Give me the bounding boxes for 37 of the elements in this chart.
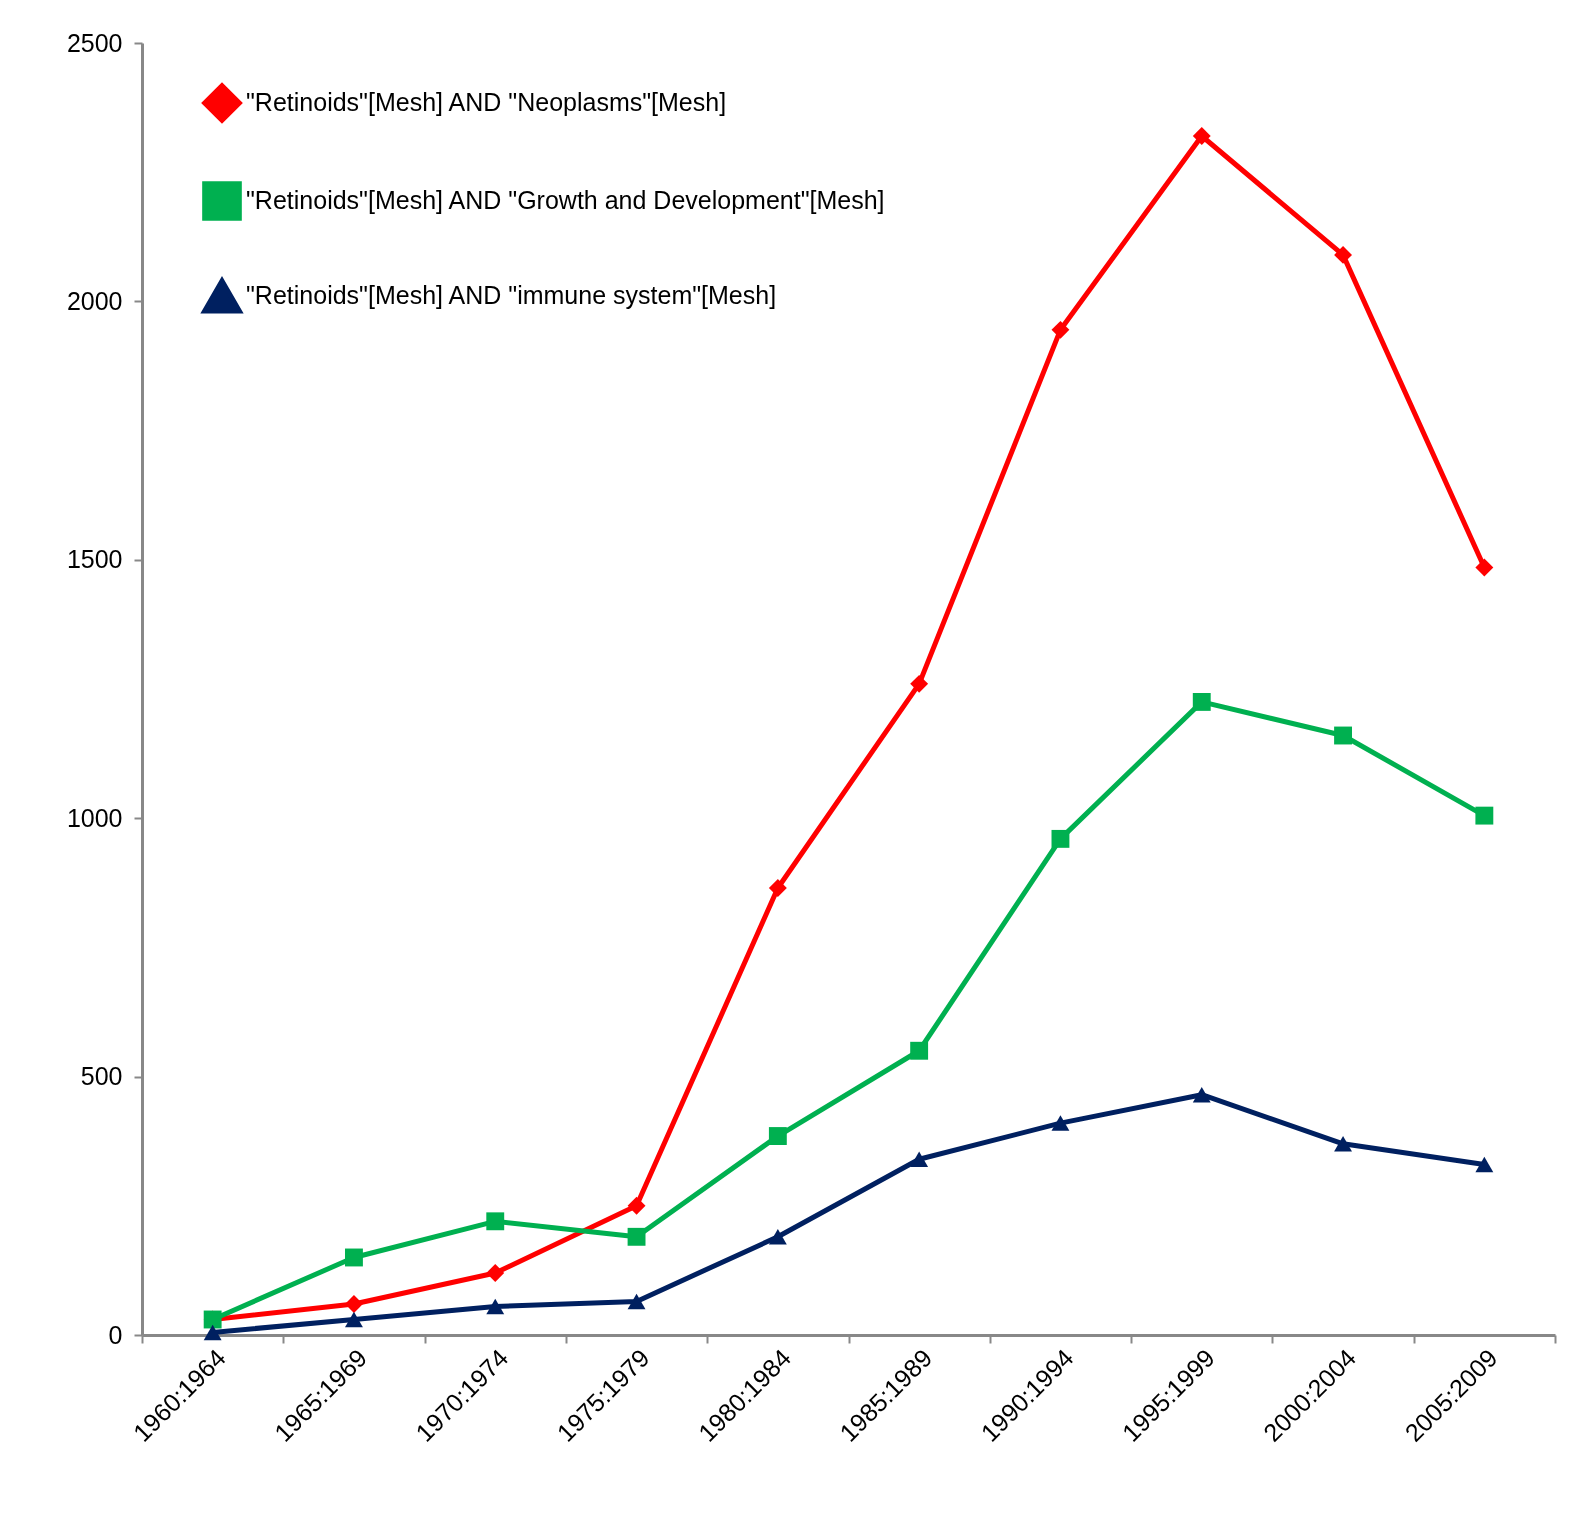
- point: [1334, 726, 1352, 745]
- y-tick-label: 2000: [66, 286, 123, 315]
- point: [1192, 127, 1211, 145]
- point: [1475, 558, 1494, 577]
- point: [910, 674, 929, 693]
- point: [768, 879, 787, 897]
- point: [768, 1229, 787, 1245]
- point: [768, 1127, 787, 1145]
- y-tick-label: 500: [80, 1062, 123, 1091]
- point: [1475, 806, 1494, 825]
- point: [1051, 320, 1070, 339]
- point: [1051, 829, 1070, 848]
- point: [910, 1041, 929, 1060]
- y-tick-label: 2500: [66, 28, 123, 57]
- point: [345, 1295, 363, 1313]
- point: [486, 1298, 505, 1315]
- legend-label: "Retinoids"[Mesh] AND "Neoplasms"[Mesh]: [246, 88, 727, 116]
- point: [345, 1311, 363, 1328]
- point: [1334, 1136, 1352, 1152]
- y-tick-label: 1000: [66, 803, 123, 832]
- point: [345, 1248, 363, 1267]
- point: [486, 1264, 505, 1282]
- y-tick-label: 1500: [66, 545, 123, 574]
- point: [1334, 245, 1352, 264]
- legend-label: "Retinoids"[Mesh] AND "immune system"[Mesh]: [246, 281, 777, 309]
- point: [1192, 692, 1211, 711]
- point: [1051, 1115, 1070, 1131]
- point: [627, 1293, 646, 1310]
- point: [910, 1151, 929, 1168]
- point: [1192, 1086, 1211, 1103]
- legend-label: "Retinoids"[Mesh] AND "Growth and Development"[Mesh]: [246, 186, 885, 214]
- point: [627, 1196, 646, 1215]
- point: [1475, 1156, 1494, 1173]
- y-tick-label: 0: [108, 1320, 123, 1349]
- point: [203, 1324, 222, 1341]
- point: [627, 1227, 646, 1246]
- point: [486, 1212, 505, 1231]
